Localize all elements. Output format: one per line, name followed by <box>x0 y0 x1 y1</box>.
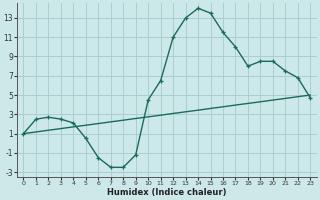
X-axis label: Humidex (Indice chaleur): Humidex (Indice chaleur) <box>107 188 227 197</box>
